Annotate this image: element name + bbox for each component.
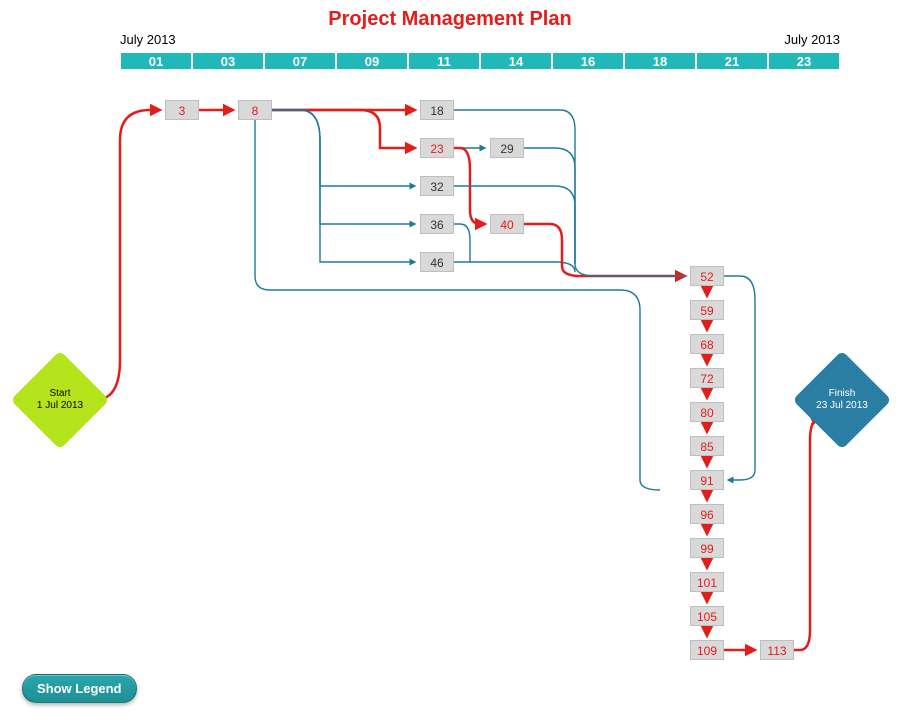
task-box: 8	[238, 100, 272, 120]
edge	[724, 276, 755, 480]
start-date: 1 Jul 2013	[37, 400, 83, 412]
task-box: 96	[690, 504, 724, 524]
task-box: 46	[420, 252, 454, 272]
edge	[524, 224, 685, 276]
task-box: 23	[420, 138, 454, 158]
task-box: 40	[490, 214, 524, 234]
task-box: 36	[420, 214, 454, 234]
task-box: 109	[690, 640, 724, 660]
task-box: 72	[690, 368, 724, 388]
edge	[255, 120, 660, 490]
task-box: 105	[690, 606, 724, 626]
edge	[454, 224, 470, 262]
task-box: 113	[760, 640, 794, 660]
task-box: 18	[420, 100, 454, 120]
task-box: 80	[690, 402, 724, 422]
finish-date: 23 Jul 2013	[816, 400, 868, 412]
edge	[272, 110, 415, 224]
task-box: 68	[690, 334, 724, 354]
task-box: 91	[690, 470, 724, 490]
task-box: 59	[690, 300, 724, 320]
show-legend-button[interactable]: Show Legend	[22, 674, 137, 703]
start-milestone: Start 1 Jul 2013	[11, 351, 110, 450]
edge	[454, 110, 575, 264]
task-box: 85	[690, 436, 724, 456]
task-box: 29	[490, 138, 524, 158]
task-box: 52	[690, 266, 724, 286]
edge	[95, 110, 160, 400]
finish-label: Finish	[829, 388, 856, 400]
edge	[794, 415, 820, 650]
finish-milestone: Finish 23 Jul 2013	[793, 351, 892, 450]
task-box: 101	[690, 572, 724, 592]
edge	[524, 148, 575, 264]
edge	[575, 264, 685, 276]
edge	[272, 110, 415, 148]
edge	[454, 262, 575, 272]
start-label: Start	[49, 388, 70, 400]
task-box: 3	[165, 100, 199, 120]
task-box: 99	[690, 538, 724, 558]
task-box: 32	[420, 176, 454, 196]
